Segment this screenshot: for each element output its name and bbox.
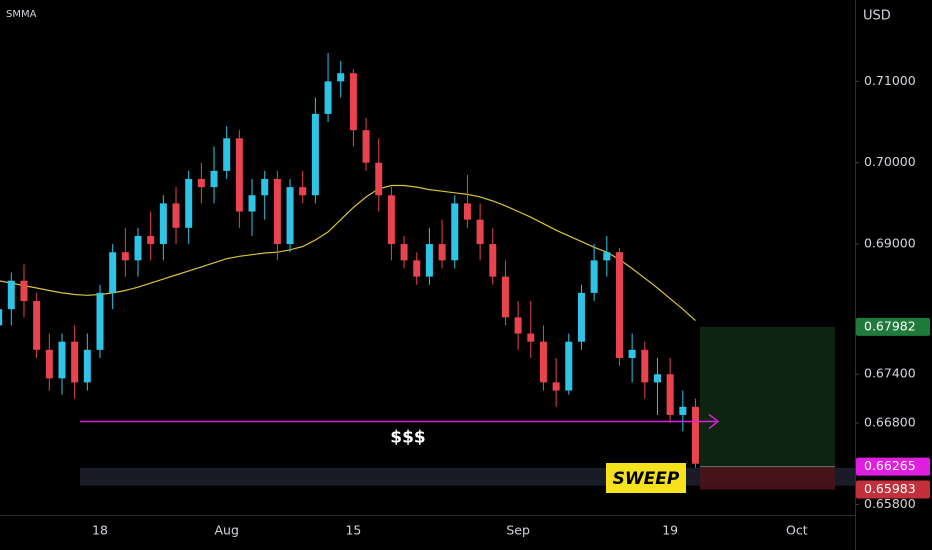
candle-body — [96, 292, 104, 350]
candle-body — [413, 260, 421, 277]
x-tick-label: 15 — [345, 523, 361, 538]
candle-body — [362, 130, 370, 163]
candle-body — [615, 252, 623, 358]
sweep-label: SWEEP — [613, 469, 680, 489]
level-label: $$$ — [390, 427, 426, 447]
y-tick-label: 0.69000 — [864, 236, 916, 251]
candle-body — [349, 73, 357, 131]
candle-body — [666, 374, 674, 415]
candle-body — [197, 178, 205, 188]
candle-body — [33, 301, 41, 350]
target-box — [700, 326, 835, 467]
candle-body — [210, 170, 218, 188]
x-tick-label: Sep — [506, 523, 530, 538]
y-tick-label: 0.67400 — [864, 366, 916, 381]
level-arrow — [708, 413, 720, 430]
y-tick-label: 0.70000 — [864, 154, 916, 169]
candle-body — [299, 187, 307, 196]
candle-body — [438, 244, 446, 261]
candle-body — [641, 349, 649, 383]
candle-body — [387, 195, 395, 245]
y-tick-label: 0.65800 — [864, 496, 916, 511]
candle-body — [489, 244, 497, 277]
x-tick-label: Aug — [214, 523, 238, 538]
candle-body — [273, 178, 281, 245]
candle-body — [0, 309, 3, 326]
candle-body — [311, 113, 319, 196]
candle-body — [71, 341, 79, 383]
target-price-label-bg — [856, 317, 930, 336]
candle-body — [539, 341, 547, 383]
candle-body — [121, 252, 129, 261]
candle-body — [134, 235, 142, 261]
candle-body — [45, 349, 53, 379]
y-tick-label: 0.66800 — [864, 415, 916, 430]
candle-body — [286, 187, 294, 245]
candle-body — [476, 219, 484, 245]
sweep-box — [606, 463, 686, 493]
stop-box — [700, 466, 835, 490]
entry-price-label: 0.66265 — [864, 458, 916, 473]
candle-body — [590, 260, 598, 293]
candle-body — [223, 138, 231, 171]
candle-body — [425, 244, 433, 277]
indicator-label: SMMA — [6, 9, 37, 20]
candle-body — [565, 341, 573, 391]
candle-body — [324, 81, 332, 114]
candle-body — [185, 178, 193, 228]
candle-body — [159, 203, 167, 245]
x-tick-label: 19 — [662, 523, 678, 538]
entry-price-label-bg — [856, 457, 930, 476]
candle-body — [653, 374, 661, 383]
stop-price-label-bg — [856, 480, 930, 499]
x-tick-label: 18 — [92, 523, 108, 538]
currency-label: USD — [863, 9, 891, 24]
candle-body — [58, 341, 66, 379]
candle-body — [577, 292, 585, 342]
candle-body — [147, 235, 155, 245]
stop-price-label: 0.65983 — [864, 481, 916, 496]
candle-body — [463, 203, 471, 220]
candle-body — [527, 333, 535, 342]
candle-body — [514, 317, 522, 334]
x-tick-label: Oct — [786, 523, 808, 538]
candle-body — [552, 382, 560, 391]
candle-body — [7, 280, 15, 310]
candle-body — [261, 178, 269, 196]
candle-body — [337, 73, 345, 82]
candle-body — [679, 406, 687, 415]
candle-body — [375, 162, 383, 196]
candle-body — [628, 349, 636, 358]
y-tick-label: 0.71000 — [864, 73, 916, 88]
candle-body — [83, 349, 91, 383]
candle-body — [235, 138, 243, 212]
candle-body — [20, 280, 28, 302]
target-price-label: 0.67982 — [864, 318, 916, 333]
candle-body — [109, 252, 117, 293]
candle-body — [400, 244, 408, 261]
candle-body — [451, 203, 459, 261]
candle-body — [501, 276, 509, 318]
candle-body — [248, 195, 256, 212]
candle-body — [691, 406, 699, 464]
candle-body — [172, 203, 180, 228]
candle-body — [603, 252, 611, 261]
